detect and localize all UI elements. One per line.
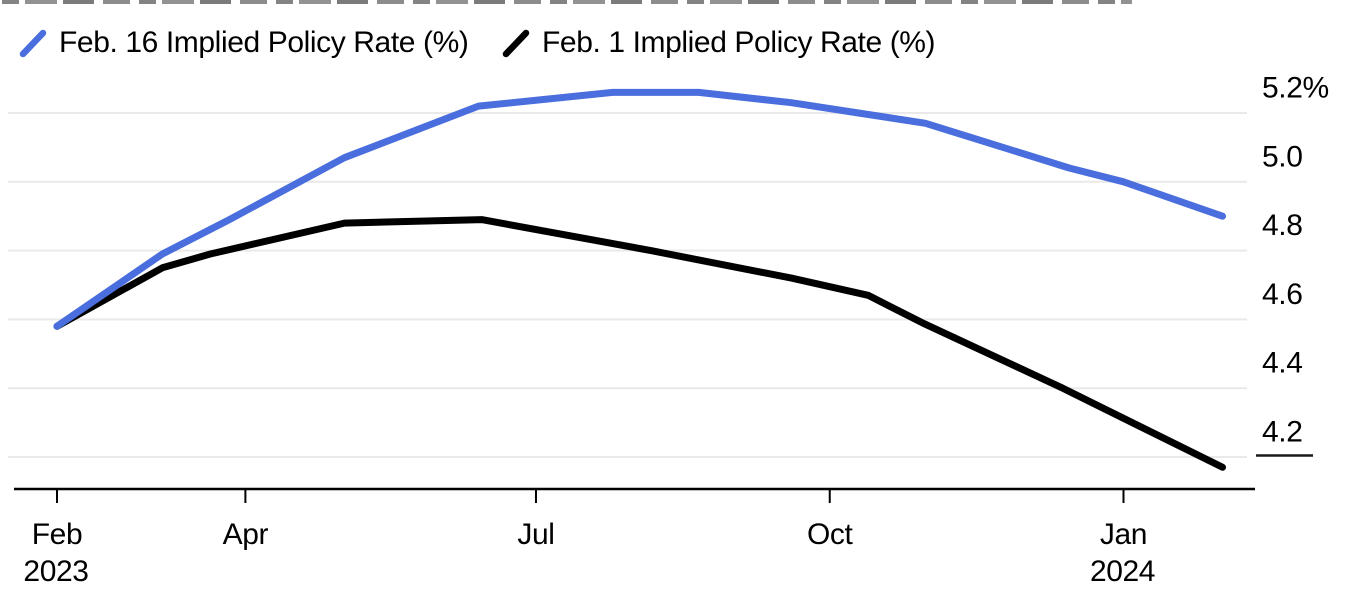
y-tick-label-4.8: 4.8 (1262, 209, 1303, 242)
y-tick-label-4.6: 4.6 (1262, 278, 1303, 311)
x-tick-year-label-2024: 2024 (1090, 555, 1155, 588)
x-tick-year-label-2023: 2023 (23, 555, 88, 588)
black-slash-icon (502, 29, 530, 58)
x-tick-label-Oct: Oct (807, 518, 854, 551)
legend-item-feb16: Feb. 16 Implied Policy Rate (%) (18, 26, 469, 60)
legend-item-feb1: Feb. 1 Implied Policy Rate (%) (501, 26, 936, 60)
x-tick-label-Feb: Feb (32, 518, 83, 551)
series-line-feb1 (53, 216, 1226, 471)
y-tick-label-4.4: 4.4 (1262, 347, 1303, 380)
legend-label-feb1: Feb. 1 Implied Policy Rate (%) (542, 26, 936, 59)
series-line-feb16 (53, 88, 1226, 330)
cropped-title-remnant (2, 0, 1132, 4)
legend-label-feb16: Feb. 16 Implied Policy Rate (%) (59, 26, 469, 59)
blue-slash-icon (19, 29, 47, 58)
x-tick-label-Apr: Apr (223, 518, 269, 551)
y-tick-label-4.2: 4.2 (1262, 416, 1303, 449)
x-tick-label-Jan: Jan (1100, 518, 1147, 551)
y-tick-label-5.2%: 5.2% (1262, 72, 1329, 105)
x-tick-label-Jul: Jul (517, 518, 554, 551)
y-tick-label-5.0: 5.0 (1262, 140, 1303, 173)
